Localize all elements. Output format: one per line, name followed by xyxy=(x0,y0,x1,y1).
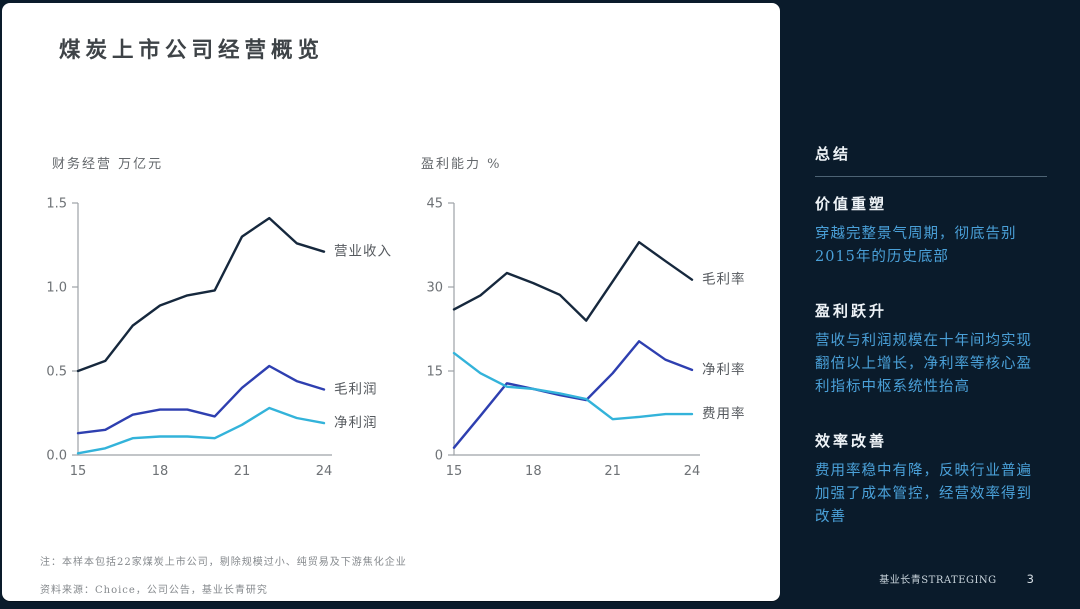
gross-profit-label: 毛利润 xyxy=(334,381,378,397)
x-tick-label: 21 xyxy=(604,464,621,479)
section-body: 费用率稳中有降，反映行业普遍加强了成本管控，经营效率得到改善 xyxy=(815,463,1032,525)
y-tick-label: 45 xyxy=(426,197,443,212)
gross-margin-line xyxy=(452,240,694,322)
net-margin-line xyxy=(452,340,694,449)
section-heading: 价值重塑 xyxy=(815,195,888,213)
section-body: 营收与利润规模在十年间均实现翻倍以上增长，净利率等核心盈利指标中枢系统性抬高 xyxy=(815,333,1032,395)
profitability-chart-title: 盈利能力 % xyxy=(421,157,502,172)
financial-chart-title: 财务经营 万亿元 xyxy=(52,157,164,172)
footer-brand: 基业长青STRATEGING xyxy=(879,575,997,586)
x-tick-label: 21 xyxy=(234,464,251,479)
footnotes: 注：本样本包括22家煤炭上市公司，剔除规模过小、纯贸易及下游焦化企业 资料来源：… xyxy=(40,553,407,609)
page-number: 3 xyxy=(1026,571,1034,586)
y-tick-label: 1.5 xyxy=(46,197,67,212)
x-tick-label: 15 xyxy=(70,464,87,479)
x-tick-label: 24 xyxy=(684,464,701,479)
slide-card: 煤炭上市公司经营概览 财务经营 万亿元 盈利能力 % 0.0 0.5 1.0 1.5 1… xyxy=(2,3,780,601)
net-margin-label: 净利率 xyxy=(702,361,746,378)
expense-ratio-line xyxy=(452,351,694,421)
summary-section-efficiency: 效率改善 费用率稳中有降，反映行业普遍加强了成本管控，经营效率得到改善 xyxy=(815,430,1047,529)
profitability-chart-axes xyxy=(453,203,700,456)
y-tick-label: 15 xyxy=(426,365,443,380)
summary-section-profit: 盈利跃升 营收与利润规模在十年间均实现翻倍以上增长，净利率等核心盈利指标中枢系统… xyxy=(815,300,1047,399)
net-profit-line xyxy=(76,406,326,455)
x-tick-label: 18 xyxy=(152,464,169,479)
summary-divider xyxy=(815,176,1047,177)
x-tick-label: 15 xyxy=(446,464,463,479)
slide-footer: 基业长青STRATEGING 3 xyxy=(780,571,1080,587)
summary-sidebar: 总结 价值重塑 穿越完整景气周期，彻底告别2015年的历史底部 盈利跃升 营收与… xyxy=(780,0,1080,608)
y-tick-label: 30 xyxy=(426,281,443,296)
page-title: 煤炭上市公司经营概览 xyxy=(59,38,325,63)
footnote-sample: 注：本样本包括22家煤炭上市公司，剔除规模过小、纯贸易及下游焦化企业 xyxy=(40,557,407,568)
y-tick-label: 0.0 xyxy=(46,449,67,464)
gross-profit-line xyxy=(76,364,326,435)
y-tick-label: 1.0 xyxy=(46,281,67,296)
x-tick-label: 24 xyxy=(316,464,333,479)
footnote-source: 资料来源：Choice，公司公告，基业长青研究 xyxy=(40,585,268,596)
summary-section-value: 价值重塑 穿越完整景气周期，彻底告别2015年的历史底部 xyxy=(815,193,1047,269)
net-profit-label: 净利润 xyxy=(334,415,378,431)
x-tick-label: 18 xyxy=(525,464,542,479)
y-tick-label: 0 xyxy=(435,449,443,464)
expense-ratio-label: 费用率 xyxy=(702,405,746,422)
section-body: 穿越完整景气周期，彻底告别2015年的历史底部 xyxy=(815,226,1017,265)
section-heading: 效率改善 xyxy=(815,432,888,450)
section-heading: 盈利跃升 xyxy=(815,302,888,320)
y-tick-label: 0.5 xyxy=(46,365,67,380)
summary-title: 总结 xyxy=(815,145,852,163)
operating-revenue-line xyxy=(76,216,326,373)
operating-revenue-label: 营业收入 xyxy=(334,244,392,260)
gross-margin-label: 毛利率 xyxy=(702,271,746,288)
